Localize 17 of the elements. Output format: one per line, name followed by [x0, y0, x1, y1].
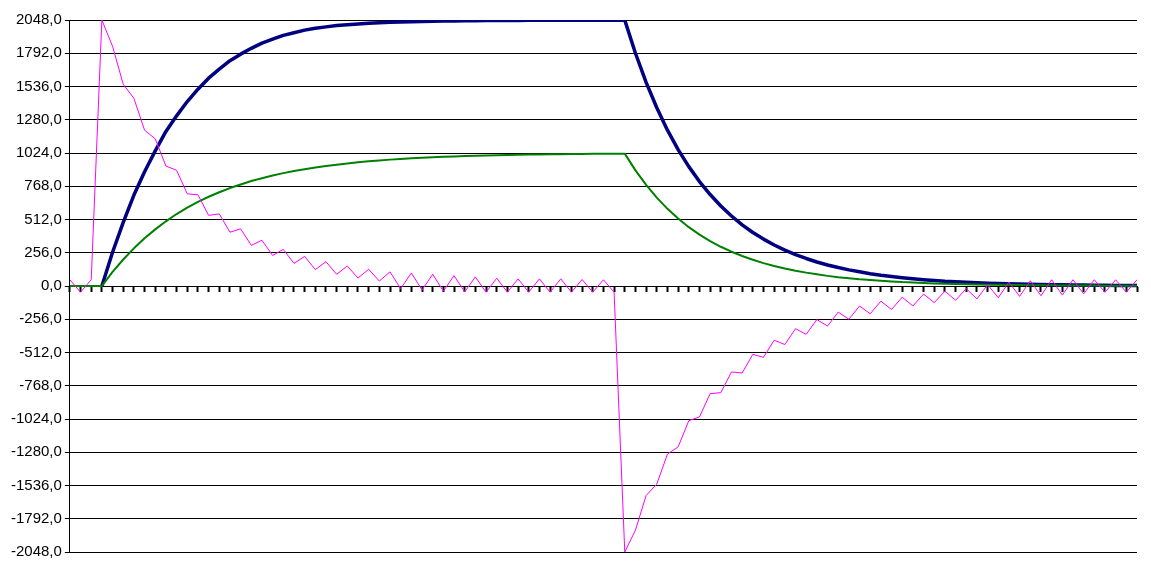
y-tick-label: 2048,0 — [15, 10, 62, 28]
y-tick-label: -2048,0 — [11, 542, 62, 560]
y-tick-label: -768,0 — [19, 375, 62, 393]
y-tick-label: 256,0 — [24, 242, 62, 260]
y-tick-label: 1024,0 — [15, 143, 62, 161]
y-tick-label: -1024,0 — [11, 409, 62, 427]
y-tick-label: 0,0 — [41, 276, 62, 294]
y-tick-label: 1792,0 — [15, 43, 62, 61]
y-tick-label: 1536,0 — [15, 76, 62, 94]
y-tick-label: 768,0 — [24, 176, 62, 194]
y-tick-label: -1792,0 — [11, 508, 62, 526]
y-tick-label: -1536,0 — [11, 475, 62, 493]
y-tick-label: 512,0 — [24, 209, 62, 227]
y-tick-label: 1280,0 — [15, 109, 62, 127]
y-tick-label: -1280,0 — [11, 442, 62, 460]
y-tick-label: -256,0 — [19, 309, 62, 327]
y-tick-label: -512,0 — [19, 342, 62, 360]
